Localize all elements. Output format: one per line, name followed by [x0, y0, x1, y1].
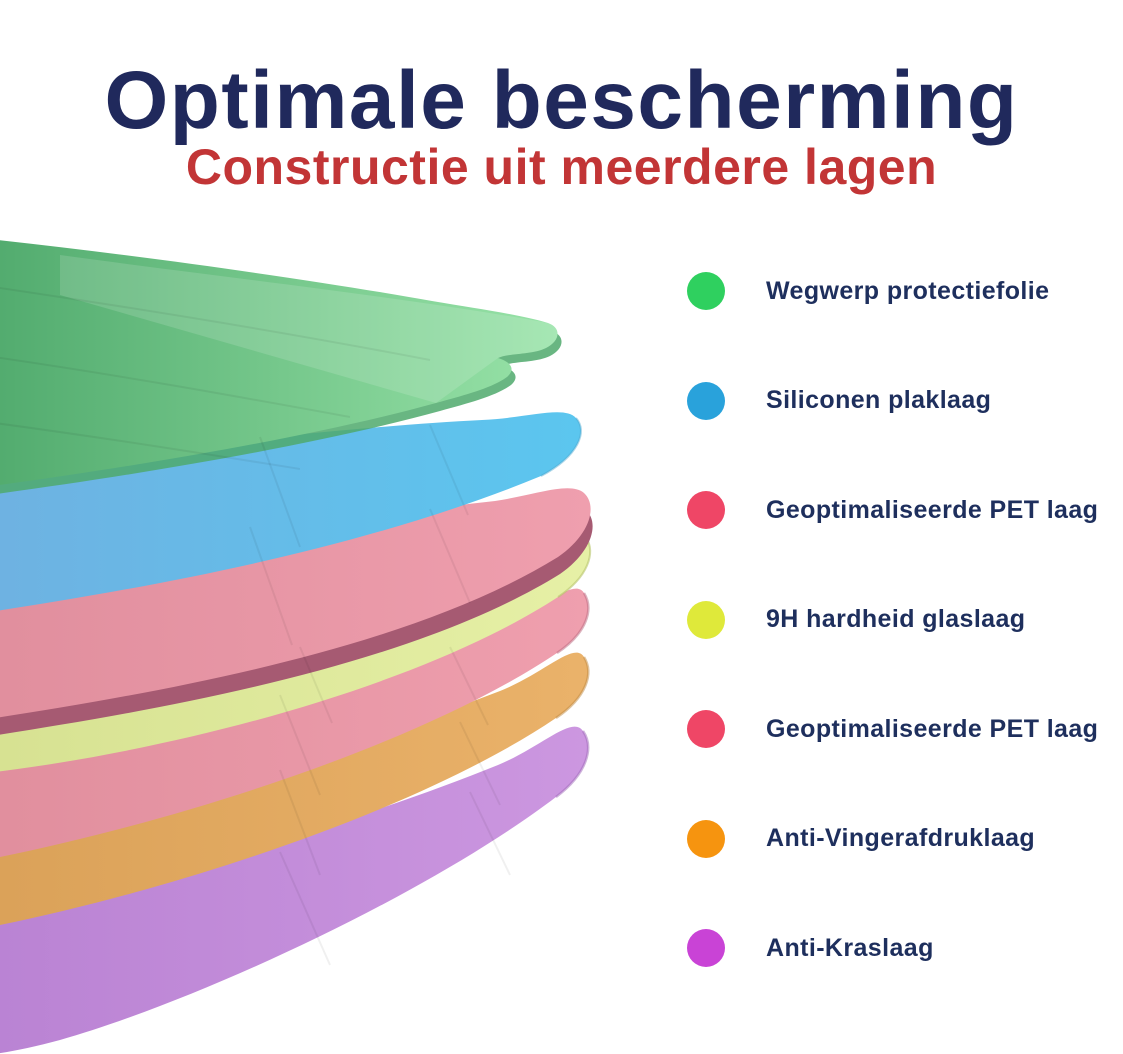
- layer-anti-vingerafdruklaag: [0, 652, 589, 926]
- layer-color-dot: [687, 600, 725, 639]
- film-sheen: [60, 255, 558, 403]
- legend-item-3: 9H hardheid glaslaag: [687, 600, 1098, 639]
- legend-item-0: Wegwerp protectiefolie: [687, 272, 1098, 310]
- legend-item-4: Geoptimaliseerde PET laag: [687, 710, 1098, 748]
- legend-item-label: 9H hardheid glaslaag: [766, 605, 1026, 633]
- layer-anti-kraslaag-rim: [555, 730, 590, 798]
- legend-item-label: Geoptimaliseerde PET laag: [766, 714, 1099, 743]
- layer-color-dot: [687, 491, 725, 529]
- legend-item-label: Anti-Vingerafdruklaag: [766, 824, 1036, 852]
- legend-item-label: Siliconen plaklaag: [766, 386, 992, 414]
- layer-color-dot: [687, 381, 725, 420]
- legend-item-1: Siliconen plaklaag: [687, 381, 1098, 420]
- layer-color-dot: [687, 929, 725, 967]
- legend-item-label: Wegwerp protectiefolie: [766, 276, 1050, 305]
- layer-color-dot: [687, 710, 725, 748]
- legend-item-2: Geoptimaliseerde PET laag: [687, 491, 1098, 529]
- layer-anti-kraslaag: [0, 726, 589, 1054]
- layer-protectiefolie: [0, 240, 558, 485]
- layer-siliconen-plaklaag-rim: [540, 417, 582, 477]
- stack-illustration: [0, 240, 593, 1054]
- layer-legend: Wegwerp protectiefolie Siliconen plaklaag…: [687, 272, 1098, 967]
- legend-item-label: Geoptimaliseerde PET laag: [766, 495, 1099, 524]
- legend-item-6: Anti-Kraslaag: [687, 929, 1098, 967]
- layer-anti-vingerafdruklaag-rim: [555, 656, 590, 720]
- layer-color-dot: [687, 819, 725, 858]
- layer-pet-laag-2-rim: [556, 592, 590, 655]
- legend-item-label: Anti-Kraslaag: [766, 933, 934, 962]
- page-title: Optimale bescherming: [104, 54, 1019, 146]
- film-fold-lines: [0, 286, 431, 470]
- legend-item-5: Anti-Vingerafdruklaag: [687, 819, 1098, 858]
- layer-color-dot: [687, 272, 725, 310]
- page-subtitle: Constructie uit meerdere lagen: [185, 138, 938, 195]
- slab-seam-lines: [249, 424, 511, 966]
- layer-pet-laag-1: [0, 488, 591, 718]
